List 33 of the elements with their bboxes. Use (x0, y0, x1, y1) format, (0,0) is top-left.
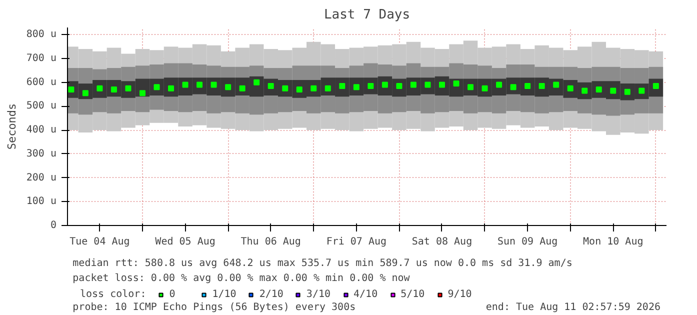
x-tick-label: Fri 07 Aug (326, 236, 387, 248)
y-tick-label: 300 u (26, 148, 57, 160)
legend-label: 4/10 (354, 289, 378, 300)
y-axis-title: Seconds (5, 103, 18, 150)
x-tick-label: Wed 05 Aug (155, 236, 216, 248)
text: median rtt: 580.8 us avg 648.2 us max 535.7 us min 589.7 us now 0.0 ms sd 31.9 am/s (72, 258, 572, 269)
y-tick-label: 800 u (26, 29, 57, 40)
chart-title: Last 7 Days (324, 8, 410, 22)
y-tick-label: 700 u (26, 53, 57, 64)
y-tick-label: 400 u (26, 124, 57, 136)
legend-label: 9/10 (448, 289, 472, 300)
x-tick-label: Tue 04 Aug (70, 236, 130, 248)
legend-label: 2/10 (259, 289, 284, 300)
point (453, 80, 460, 87)
point (139, 90, 146, 96)
x-tick-label: Mon 10 Aug (583, 236, 644, 248)
legend-label: 1/10 (212, 289, 236, 300)
legend-label: 5/10 (400, 289, 425, 300)
y-tick-label: 0 (50, 220, 57, 231)
y-tick-label: 600 u (26, 76, 57, 88)
legend-title: loss color: (80, 289, 146, 300)
y-tick-label: 200 u (26, 172, 57, 184)
x-tick-label: Sat 08 Aug (412, 236, 472, 248)
legend-label: 3/10 (306, 289, 331, 300)
x-tick-label: Sun 09 Aug (497, 236, 558, 248)
text: end: Tue Aug 11 02:57:59 2026 (486, 302, 660, 313)
text: packet loss: 0.00 % avg 0.00 % max 0.00 % min 0.00 % now (72, 273, 411, 284)
point (254, 79, 260, 86)
y-tick-label: 500 u (26, 100, 57, 112)
x-tick-label: Thu 06 Aug (240, 236, 301, 248)
y-tick-label: 100 u (26, 196, 57, 208)
legend-label: 0 (169, 289, 176, 300)
text: probe: 10 ICMP Echo Pings (56 Bytes) every 300s (72, 302, 356, 313)
